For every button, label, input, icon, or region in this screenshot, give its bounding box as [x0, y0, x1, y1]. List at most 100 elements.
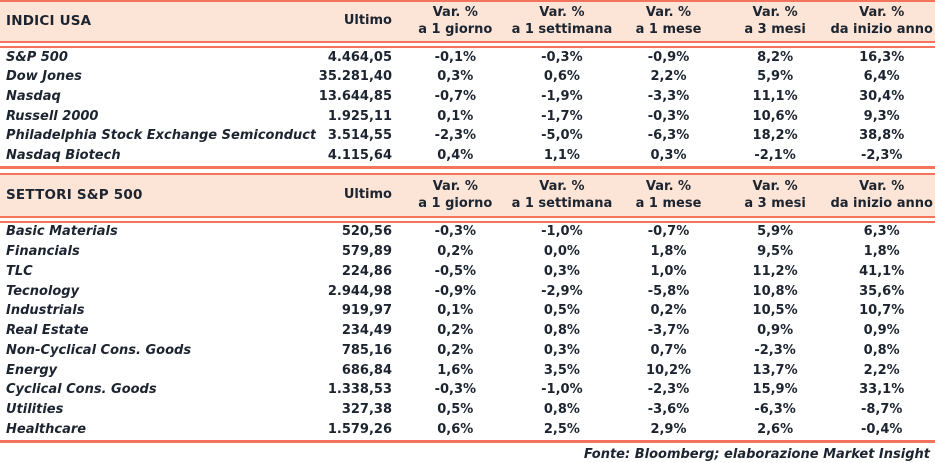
row-label: Healthcare — [6, 421, 87, 437]
ultimo-value: 224,86 — [341, 263, 392, 279]
var-value: -2,3% — [434, 128, 477, 144]
ultimo-value: 234,49 — [341, 323, 392, 339]
row-label: Cyclical Cons. Goods — [6, 382, 157, 398]
table-row: Philadelphia Stock Exchange Semiconducto… — [0, 126, 935, 146]
row-label: Industrials — [6, 303, 85, 319]
indici-usa-header-row: INDICI USA Ultimo Var. % a 1 giorno Var.… — [0, 0, 935, 41]
var-value: 0,9% — [863, 323, 900, 339]
table-row: S&P 500 4.464,05 -0,1% -0,3% -0,9% 8,2% 16,3% — [0, 48, 935, 68]
column-header-var-inizio-anno: Var. % da inizio anno — [830, 178, 933, 211]
table-row: Financials 579,89 0,2% 0,0% 1,8% 9,5% 1,8% — [0, 242, 935, 262]
table-row: Basic Materials 520,56 -0,3% -1,0% -0,7% 5,9%… — [0, 223, 935, 243]
var-value: 0,2% — [437, 342, 474, 358]
var-value: 1,6% — [437, 362, 474, 378]
var-value: -3,7% — [647, 323, 690, 339]
var-value: 9,5% — [757, 244, 794, 260]
table-row: Real Estate 234,49 0,2% 0,8% -3,7% 0,9% 0,9% — [0, 321, 935, 341]
var-value: 38,8% — [859, 128, 905, 144]
var-value: 0,2% — [437, 244, 474, 260]
indici-usa-body: S&P 500 4.464,05 -0,1% -0,3% -0,9% 8,2% 16,3% D… — [0, 48, 935, 166]
var-value: 1,8% — [863, 244, 900, 260]
row-label: Financials — [6, 244, 80, 260]
var-value: 6,4% — [863, 69, 900, 85]
var-value: 8,2% — [757, 49, 794, 65]
var-value: 0,3% — [543, 342, 580, 358]
row-label: Real Estate — [6, 323, 89, 339]
table-row: Nasdaq 13.644,85 -0,7% -1,9% -3,3% 11,1% 30,4% — [0, 87, 935, 107]
var-value: 10,5% — [752, 303, 798, 319]
var-value: 1,8% — [650, 244, 687, 260]
column-header-var-1-settimana: Var. % a 1 settimana — [511, 178, 613, 211]
var-value: -3,3% — [647, 88, 690, 104]
var-value: -1,7% — [541, 108, 583, 124]
var-value: 5,9% — [757, 224, 794, 240]
var-value: 10,7% — [859, 303, 905, 319]
var-value: 10,8% — [752, 283, 798, 299]
var-value: 0,5% — [437, 402, 474, 418]
var-value: 1,0% — [650, 263, 687, 279]
table-row: Cyclical Cons. Goods 1.338,53 -0,3% -1,0% -2… — [0, 381, 935, 401]
row-label: Energy — [6, 362, 58, 378]
column-header-var-1-giorno: Var. % a 1 giorno — [418, 178, 493, 211]
var-value: -0,3% — [434, 224, 477, 240]
var-value: -1,9% — [541, 88, 583, 104]
section-title-settori-sp500: SETTORI S&P 500 — [6, 186, 143, 203]
var-value: 0,9% — [757, 323, 794, 339]
var-value: -1,0% — [541, 224, 583, 240]
var-value: -0,5% — [434, 263, 477, 279]
row-label: Tecnology — [6, 283, 80, 299]
var-value: 0,3% — [437, 69, 474, 85]
table-row: Energy 686,84 1,6% 3,5% 10,2% 13,7% 2,2% — [0, 361, 935, 381]
ultimo-value: 4.115,64 — [327, 147, 392, 163]
var-value: 0,2% — [437, 323, 474, 339]
var-value: -2,3% — [754, 342, 796, 358]
header-double-rule — [0, 41, 935, 48]
var-value: 0,5% — [543, 303, 580, 319]
var-value: -2,9% — [541, 283, 583, 299]
row-label: TLC — [6, 263, 33, 279]
settori-sp500-header-row: SETTORI S&P 500 Ultimo Var. % a 1 giorno… — [0, 172, 935, 216]
settori-sp500-body: Basic Materials 520,56 -0,3% -1,0% -0,7% 5,9%… — [0, 223, 935, 440]
var-value: 0,3% — [543, 263, 580, 279]
indici-usa-table: INDICI USA Ultimo Var. % a 1 giorno Var.… — [0, 0, 935, 169]
var-value: -0,3% — [541, 49, 583, 65]
source-note: Fonte: Bloomberg; elaborazione Market In… — [583, 446, 930, 462]
var-value: 0,2% — [650, 303, 687, 319]
var-value: 11,1% — [752, 88, 798, 104]
ultimo-value: 579,89 — [341, 244, 392, 260]
var-value: 15,9% — [752, 382, 798, 398]
row-label: Philadelphia Stock Exchange Semiconducto… — [6, 128, 316, 144]
row-label: Non-Cyclical Cons. Goods — [6, 342, 192, 358]
var-value: 1,1% — [543, 147, 580, 163]
ultimo-value: 3.514,55 — [327, 128, 392, 144]
var-value: 3,5% — [543, 362, 580, 378]
var-value: 0,4% — [437, 147, 474, 163]
var-value: -0,9% — [434, 283, 477, 299]
ultimo-value: 35.281,40 — [318, 69, 392, 85]
var-value: 0,8% — [863, 342, 900, 358]
table-row: TLC 224,86 -0,5% 0,3% 1,0% 11,2% 41,1% — [0, 262, 935, 282]
var-value: -2,3% — [647, 382, 690, 398]
ultimo-value: 2.944,98 — [327, 283, 392, 299]
var-value: 6,3% — [863, 224, 900, 240]
settori-sp500-table: SETTORI S&P 500 Ultimo Var. % a 1 giorno… — [0, 172, 935, 443]
var-value: 16,3% — [859, 49, 905, 65]
var-value: -0,7% — [434, 88, 477, 104]
row-label: Russell 2000 — [6, 108, 99, 124]
var-value: 0,0% — [543, 244, 580, 260]
var-value: 0,1% — [437, 108, 474, 124]
header-double-rule — [0, 215, 935, 223]
ultimo-value: 785,16 — [341, 342, 392, 358]
var-value: -6,3% — [754, 402, 796, 418]
var-value: -0,9% — [647, 49, 690, 65]
var-value: 11,2% — [752, 263, 798, 279]
column-header-var-inizio-anno: Var. % da inizio anno — [830, 5, 933, 37]
ultimo-value: 4.464,05 — [327, 49, 392, 65]
row-label: Dow Jones — [6, 69, 82, 85]
var-value: 30,4% — [859, 88, 905, 104]
column-header-var-1-mese: Var. % a 1 mese — [635, 178, 702, 211]
ultimo-value: 520,56 — [341, 224, 392, 240]
var-value: 2,2% — [863, 362, 900, 378]
var-value: 0,6% — [543, 69, 580, 85]
var-value: 0,3% — [650, 147, 687, 163]
